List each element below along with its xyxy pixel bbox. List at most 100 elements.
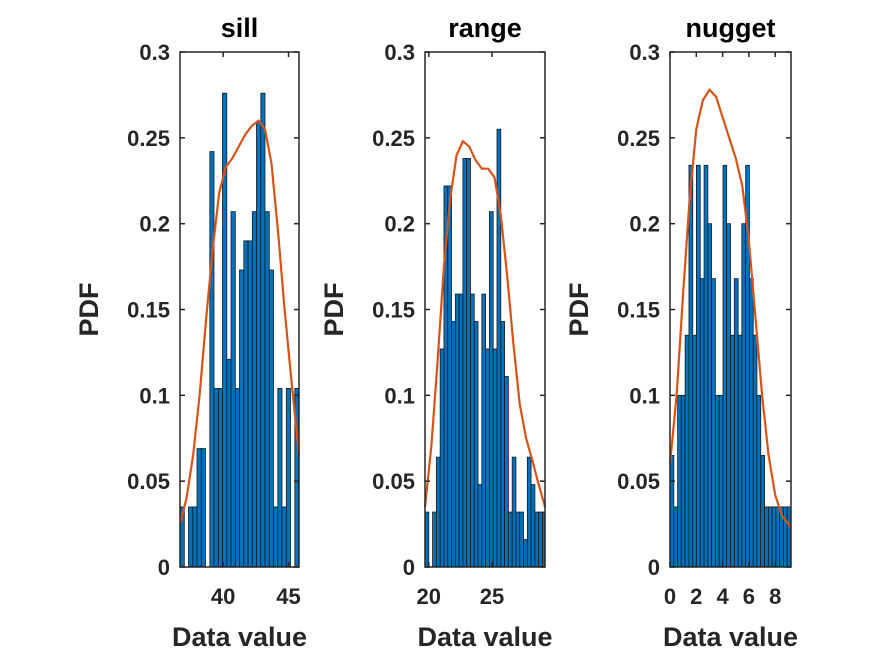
y-tick-label: 0.2 xyxy=(384,212,415,237)
histogram-bar xyxy=(466,158,471,568)
histogram-bar xyxy=(519,511,524,568)
y-tick-label: 0.05 xyxy=(617,469,660,494)
x-tick-label: 6 xyxy=(743,584,755,609)
histogram-bar xyxy=(481,293,487,568)
histogram-bar xyxy=(511,456,517,568)
histogram-bar xyxy=(200,448,206,568)
y-tick-label: 0.3 xyxy=(139,40,170,65)
y-axis-label: PDF xyxy=(319,283,349,337)
histogram-bar xyxy=(213,388,219,568)
histogram-bar xyxy=(741,223,747,568)
density-curve xyxy=(178,119,301,525)
histogram-bar xyxy=(752,334,758,568)
histogram-bar xyxy=(243,240,249,568)
y-tick-label: 0.25 xyxy=(617,126,660,151)
histogram-bar xyxy=(458,293,464,568)
histogram-bar xyxy=(707,223,712,568)
y-tick-label: 0.3 xyxy=(629,40,660,65)
histogram-bar xyxy=(226,358,232,568)
histogram-bar xyxy=(714,394,720,568)
y-tick-label: 0.2 xyxy=(139,212,170,237)
y-tick-label: 0 xyxy=(403,555,415,580)
histogram-bar xyxy=(432,511,437,568)
x-axis-label: Data value xyxy=(172,622,307,652)
x-tick-label: 2 xyxy=(690,584,702,609)
histogram-bar xyxy=(760,455,765,568)
histogram-bar xyxy=(538,511,543,568)
histogram-bar xyxy=(447,185,452,568)
histogram-bar xyxy=(722,164,728,568)
y-tick-label: 0.25 xyxy=(127,126,170,151)
histogram-bar xyxy=(492,348,498,568)
histogram-bar xyxy=(473,321,479,568)
histogram-bar xyxy=(477,484,483,568)
histogram-bar xyxy=(764,506,769,568)
histogram-bar xyxy=(730,334,735,568)
histogram-bar xyxy=(196,448,202,568)
histogram-bar xyxy=(737,334,743,568)
histogram-bar xyxy=(718,394,724,568)
histogram-bar xyxy=(680,394,686,568)
subplot-title: range xyxy=(448,13,522,43)
histogram-bar xyxy=(454,293,460,568)
x-tick-label: 25 xyxy=(480,584,504,609)
histogram-bar xyxy=(673,506,679,568)
histogram-bar xyxy=(222,92,228,568)
histogram-bar xyxy=(192,506,198,568)
histogram-bar xyxy=(677,394,682,568)
histogram-bar xyxy=(534,511,540,568)
y-tick-label: 0.25 xyxy=(372,126,415,151)
y-tick-label: 0.1 xyxy=(384,383,415,408)
x-axis-label: Data value xyxy=(663,622,798,652)
x-tick-label: 8 xyxy=(769,584,781,609)
histogram-bar xyxy=(217,388,223,568)
histogram-bar xyxy=(451,321,456,568)
histogram-bar xyxy=(268,269,274,568)
histogram-bar xyxy=(247,240,253,568)
x-tick-label: 0 xyxy=(664,584,676,609)
histogram-bar xyxy=(749,278,754,568)
histogram-bar xyxy=(530,484,536,568)
histogram-bar xyxy=(688,164,694,568)
histogram-bar xyxy=(733,278,739,568)
y-tick-label: 0.3 xyxy=(384,40,415,65)
histogram-bar xyxy=(489,211,494,568)
y-tick-label: 0.15 xyxy=(127,298,170,323)
x-axis-label: Data value xyxy=(417,622,552,652)
histogram-bar xyxy=(264,211,270,568)
y-tick-label: 0.15 xyxy=(372,298,415,323)
histogram-bar xyxy=(684,334,690,568)
subplot-range: 0 0.05 0.1 0.15 0.2 0.25 0.3 20 25 range Data valu… xyxy=(319,13,553,652)
histogram-bar xyxy=(515,511,521,568)
histogram-bar xyxy=(209,151,215,568)
histogram-bar xyxy=(256,121,262,568)
histogram-bar xyxy=(234,388,240,568)
histogram-bar xyxy=(470,293,475,568)
density-curve xyxy=(668,88,792,529)
y-tick-label: 0 xyxy=(648,555,660,580)
histogram-bar xyxy=(692,334,697,568)
histogram-bar xyxy=(507,511,513,568)
histogram-bar xyxy=(500,321,505,568)
histogram-bar xyxy=(771,506,777,568)
histogram-bar xyxy=(756,394,762,568)
histogram-bar xyxy=(462,158,468,568)
histogram-bar xyxy=(526,456,532,568)
x-tick-label: 45 xyxy=(276,584,300,609)
y-axis-label: PDF xyxy=(564,283,594,337)
histogram-bar xyxy=(783,506,788,568)
histogram-bar xyxy=(188,506,194,568)
histogram-bar xyxy=(439,348,445,568)
subplot-title: sill xyxy=(221,13,259,43)
histogram-bar xyxy=(251,211,257,568)
histogram-bar xyxy=(260,92,266,568)
x-tick-label: 4 xyxy=(716,584,729,609)
histogram-bar xyxy=(726,223,731,568)
y-tick-label: 0 xyxy=(158,555,170,580)
y-tick-label: 0.1 xyxy=(629,383,660,408)
subplot-title: nugget xyxy=(686,13,776,43)
histogram-bar xyxy=(281,506,287,568)
histogram-bar xyxy=(699,278,705,568)
